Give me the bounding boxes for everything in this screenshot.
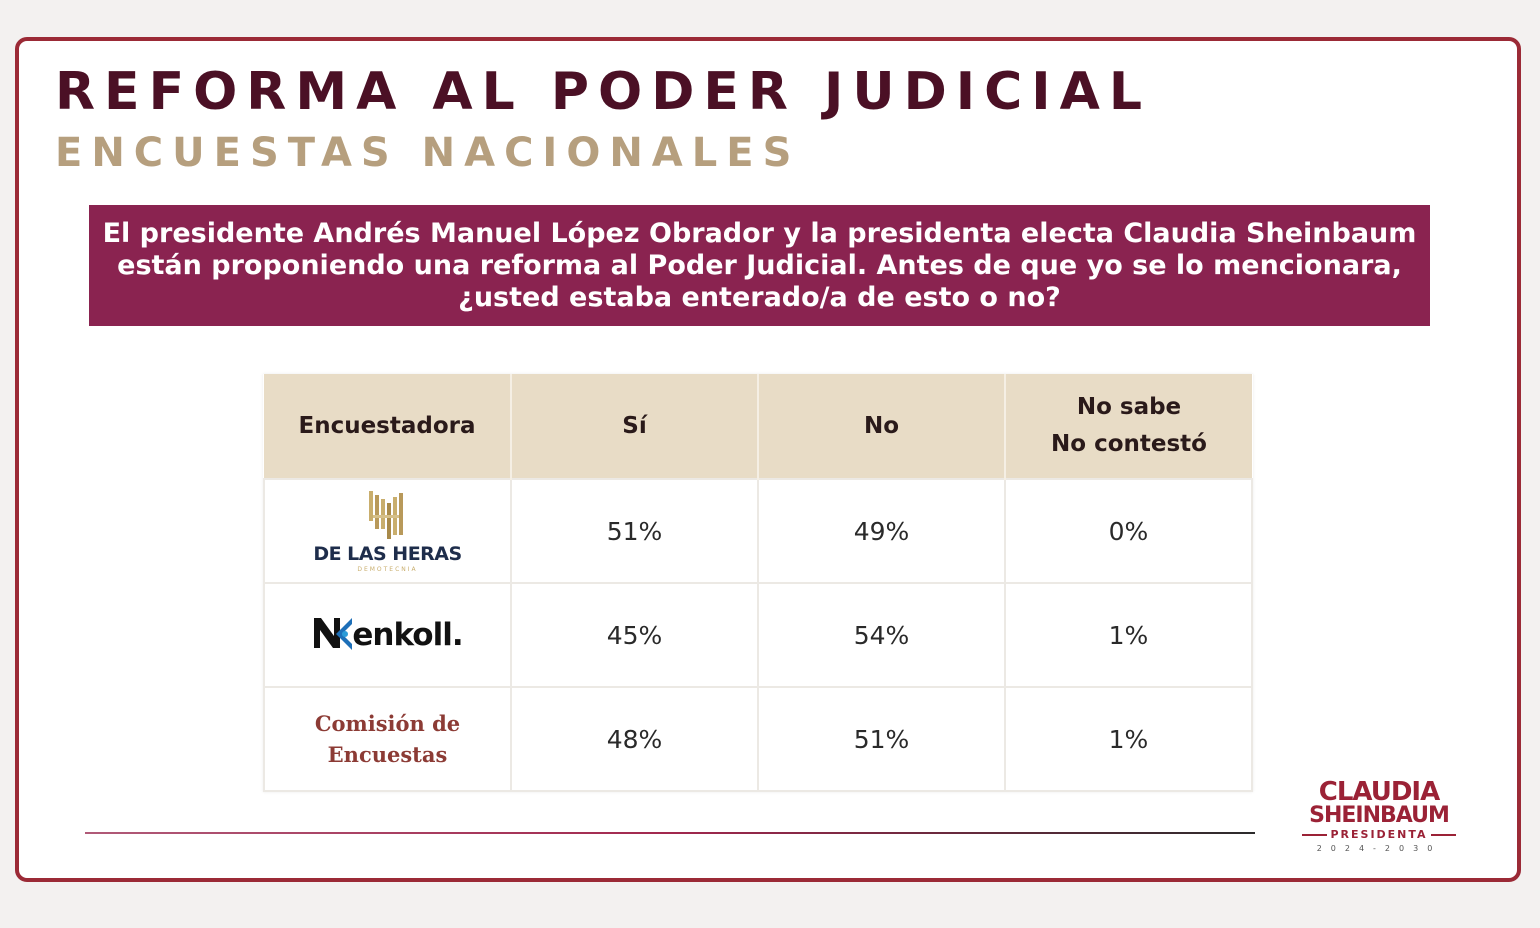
no-value: 51%: [757, 686, 1006, 792]
pollster-cell: Comisión de Encuestas: [263, 686, 512, 792]
brand-line4: 2024-2030: [1316, 844, 1442, 853]
pollster-name-line2: Encuestas: [327, 742, 448, 767]
header-dont-know-line2: No contestó: [1051, 431, 1207, 457]
yes-value: 45%: [510, 582, 759, 688]
header-pollster: Encuestadora: [264, 374, 511, 479]
page-title: REFORMA AL PODER JUDICIAL: [55, 62, 1152, 122]
brand-line1: CLAUDIA: [1318, 777, 1440, 807]
no-value: 54%: [757, 582, 1006, 688]
brand-line2: SHEINBAUM: [1309, 803, 1450, 828]
yes-value: 51%: [510, 478, 759, 584]
no-value: 49%: [757, 478, 1006, 584]
table-row: DE LAS HERAS DEMOTECNIA 51% 49% 0%: [263, 478, 1253, 584]
yes-value: 48%: [510, 686, 759, 792]
dont-know-value: 1%: [1004, 582, 1253, 688]
header-no: No: [757, 374, 1005, 479]
pollster-cell: DE LAS HERAS DEMOTECNIA: [263, 478, 512, 584]
page-subtitle: ENCUESTAS NACIONALES: [55, 130, 801, 176]
de-las-heras-logo: DE LAS HERAS DEMOTECNIA: [265, 489, 510, 573]
survey-question-text: El presidente Andrés Manuel López Obrado…: [102, 217, 1417, 313]
comision-de-encuestas-logo: Comisión de Encuestas: [265, 708, 510, 770]
enkoll-mark-icon: [312, 614, 354, 656]
table-row: Comisión de Encuestas 48% 51% 1%: [263, 686, 1253, 792]
pollster-name: DE LAS HERAS: [313, 543, 462, 565]
de-las-heras-mark-icon: [367, 489, 409, 541]
enkoll-logo: enkoll.: [312, 614, 464, 656]
table-header-row: Encuestadora Sí No No sabe No contestó: [264, 374, 1252, 479]
footer-divider: [85, 832, 1255, 834]
brand-line3: PRESIDENTA: [1330, 828, 1428, 841]
header-dont-know-line1: No sabe: [1076, 394, 1182, 420]
dont-know-value: 0%: [1004, 478, 1253, 584]
brand-rule-left: [1302, 834, 1328, 836]
pollster-name: enkoll.: [352, 617, 463, 653]
dont-know-value: 1%: [1004, 686, 1253, 792]
survey-question-banner: El presidente Andrés Manuel López Obrado…: [89, 205, 1430, 326]
header-dont-know: No sabe No contestó: [1004, 374, 1252, 479]
pollster-cell: enkoll.: [263, 582, 512, 688]
brand-rule-right: [1430, 834, 1457, 836]
claudia-sheinbaum-logo: CLAUDIA SHEINBAUM PRESIDENTA 2024-2030: [1299, 779, 1459, 855]
slide-frame: REFORMA AL PODER JUDICIAL ENCUESTAS NACI…: [15, 37, 1521, 882]
header-yes: Sí: [510, 374, 758, 479]
brand-line3-row: PRESIDENTA: [1299, 828, 1459, 842]
table-row: enkoll. 45% 54% 1%: [263, 582, 1253, 688]
pollster-name-line1: Comisión de: [314, 711, 461, 736]
pollster-tagline: DEMOTECNIA: [357, 566, 418, 573]
results-table: Encuestadora Sí No No sabe No contestó: [263, 374, 1253, 792]
